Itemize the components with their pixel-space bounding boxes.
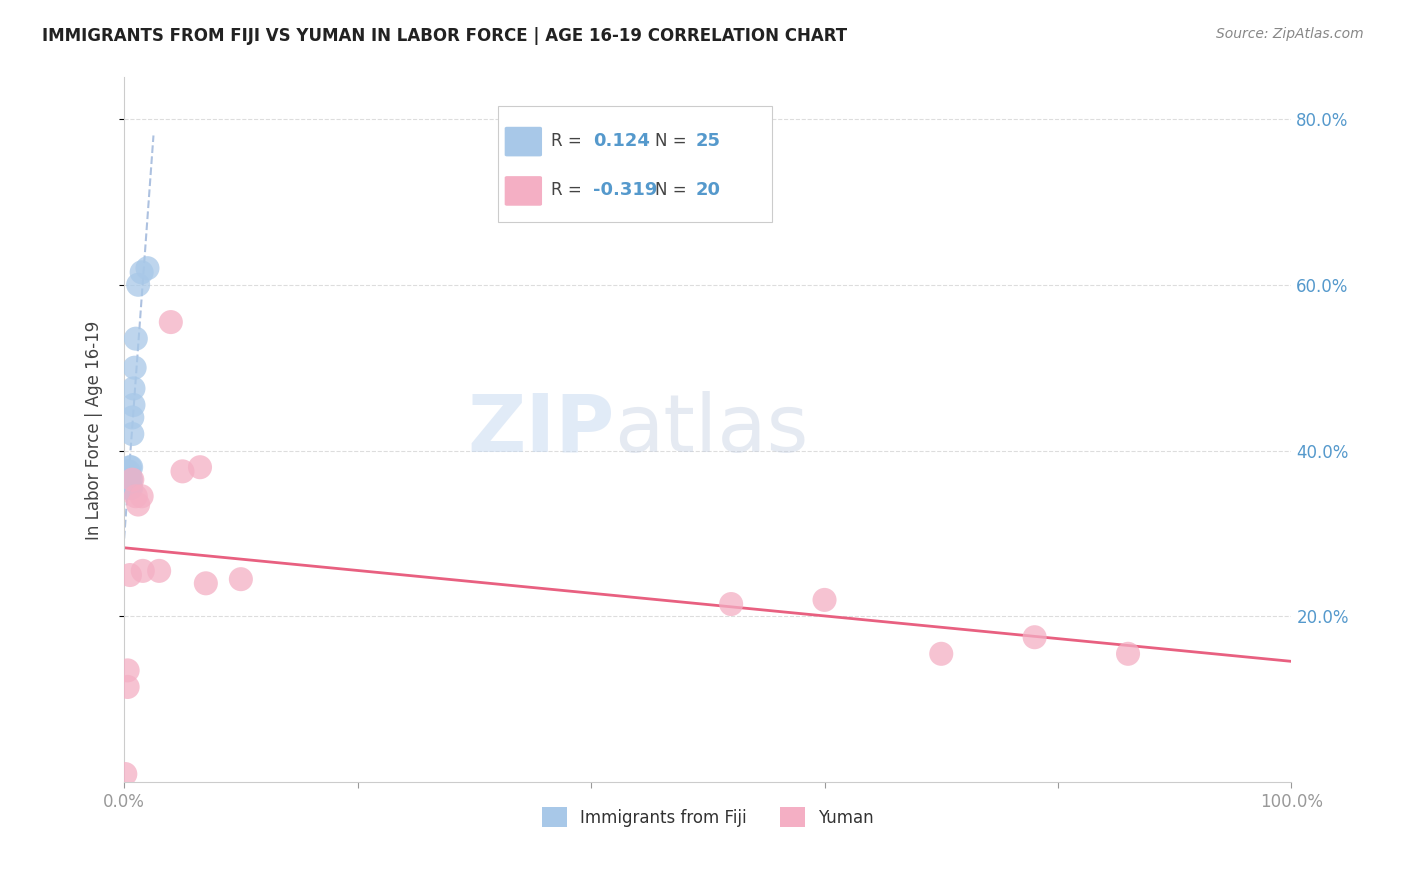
Point: [229, 572, 252, 586]
Point: [131, 489, 153, 503]
Text: 20: 20: [696, 181, 721, 199]
Point: [127, 277, 149, 292]
Point: [117, 468, 139, 483]
Point: [1024, 630, 1046, 644]
Point: [118, 460, 141, 475]
Text: Source: ZipAtlas.com: Source: ZipAtlas.com: [1216, 27, 1364, 41]
Point: [121, 473, 143, 487]
Point: [114, 767, 136, 781]
Point: [929, 647, 952, 661]
Text: R =: R =: [551, 181, 588, 199]
Point: [132, 564, 155, 578]
Point: [115, 476, 138, 491]
Point: [118, 476, 141, 491]
Point: [118, 473, 141, 487]
FancyBboxPatch shape: [505, 176, 543, 206]
Point: [120, 460, 142, 475]
Point: [117, 473, 139, 487]
Point: [131, 265, 153, 279]
Text: 0.124: 0.124: [593, 132, 650, 150]
Point: [188, 460, 211, 475]
Y-axis label: In Labor Force | Age 16-19: In Labor Force | Age 16-19: [86, 320, 103, 540]
Text: atlas: atlas: [614, 391, 808, 469]
Point: [122, 398, 145, 412]
Point: [136, 261, 159, 276]
Point: [127, 498, 149, 512]
Point: [159, 315, 181, 329]
Point: [122, 381, 145, 395]
Legend: Immigrants from Fiji, Yuman: Immigrants from Fiji, Yuman: [536, 800, 880, 834]
Text: N =: N =: [655, 181, 692, 199]
Point: [125, 332, 148, 346]
Text: ZIP: ZIP: [467, 391, 614, 469]
Text: N =: N =: [655, 132, 692, 150]
Point: [121, 410, 143, 425]
Point: [118, 476, 141, 491]
Point: [720, 597, 742, 611]
Point: [172, 464, 194, 478]
Text: IMMIGRANTS FROM FIJI VS YUMAN IN LABOR FORCE | AGE 16-19 CORRELATION CHART: IMMIGRANTS FROM FIJI VS YUMAN IN LABOR F…: [42, 27, 848, 45]
FancyBboxPatch shape: [498, 105, 772, 222]
Point: [121, 427, 143, 442]
Point: [148, 564, 170, 578]
Point: [124, 360, 146, 375]
FancyBboxPatch shape: [505, 127, 543, 156]
Text: R =: R =: [551, 132, 588, 150]
Point: [118, 481, 141, 495]
Point: [125, 489, 148, 503]
Point: [194, 576, 217, 591]
Point: [1116, 647, 1139, 661]
Point: [118, 468, 141, 483]
Point: [118, 481, 141, 495]
Point: [115, 464, 138, 478]
Text: 25: 25: [696, 132, 721, 150]
Point: [118, 464, 141, 478]
Point: [813, 593, 835, 607]
Point: [117, 481, 139, 495]
Point: [120, 473, 142, 487]
Point: [117, 680, 139, 694]
Point: [117, 664, 139, 678]
Point: [120, 481, 142, 495]
Text: -0.319: -0.319: [593, 181, 658, 199]
Point: [118, 568, 141, 582]
